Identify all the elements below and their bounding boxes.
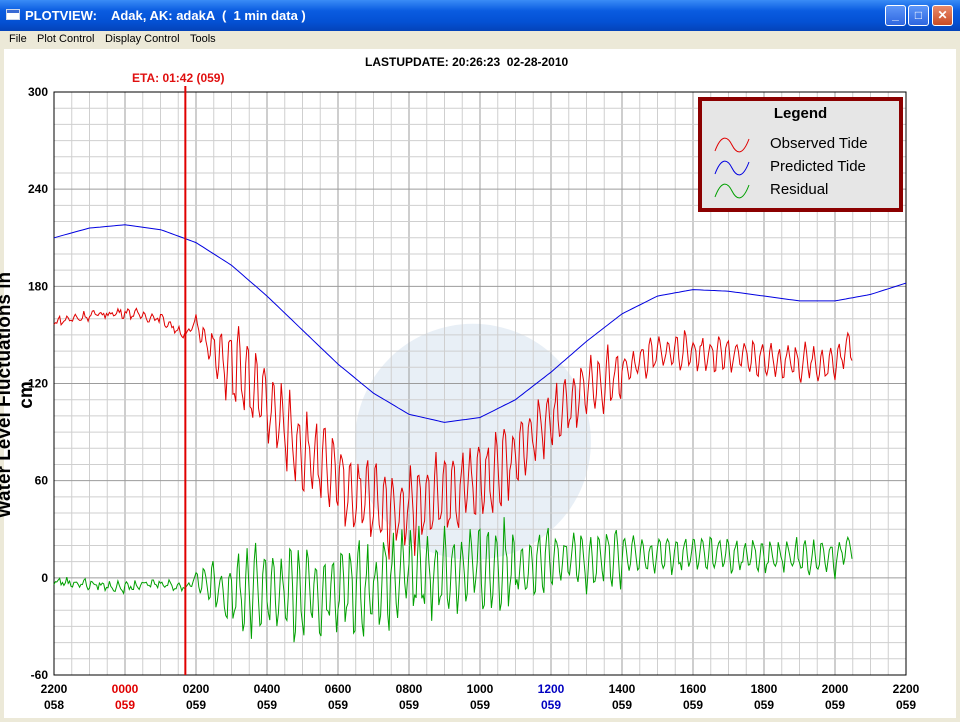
y-tick-label: 180 [28, 279, 48, 293]
x-tick-day: 059 [541, 698, 561, 712]
x-tick-time: 1800 [751, 682, 778, 696]
y-tick-label: 120 [28, 377, 48, 391]
x-tick-time: 2200 [41, 682, 68, 696]
x-tick-time: 1000 [467, 682, 494, 696]
x-tick-time: 0000 [112, 682, 139, 696]
predicted-legend-swatch [714, 160, 750, 176]
last-update-text: LASTUPDATE: 20:26:23 02-28-2010 [365, 55, 569, 69]
x-tick-day: 059 [257, 698, 277, 712]
x-tick-day: 059 [896, 698, 916, 712]
series-line-observed-tide [53, 307, 853, 560]
menu-tools[interactable]: Tools [190, 33, 216, 45]
close-button[interactable]: ✕ [932, 5, 953, 26]
noaa-watermark [354, 323, 591, 560]
legend-label-residual: Residual [770, 181, 829, 198]
minimize-button[interactable]: _ [885, 5, 906, 26]
window-title: PLOTVIEW: Adak, AK: adakA ( 1 min data ) [25, 8, 306, 23]
x-tick-time: 1400 [609, 682, 636, 696]
x-tick-day: 059 [470, 698, 490, 712]
x-tick-day: 059 [186, 698, 206, 712]
observed-legend-swatch [714, 137, 750, 153]
x-tick-time: 2200 [893, 682, 920, 696]
app-window-icon [6, 9, 20, 20]
x-tick-day: 059 [399, 698, 419, 712]
y-tick-label: 300 [28, 85, 48, 99]
x-tick-time: 2000 [822, 682, 849, 696]
x-tick-time: 1600 [680, 682, 707, 696]
x-tick-day: 059 [825, 698, 845, 712]
series-line-predicted-tide [53, 224, 907, 423]
legend-title: Legend [773, 105, 828, 122]
y-tick-label: 60 [35, 474, 49, 488]
x-tick-day: 059 [115, 698, 135, 712]
x-tick-day: 059 [612, 698, 632, 712]
y-tick-label: 0 [41, 571, 48, 585]
maximize-button[interactable]: □ [908, 5, 929, 26]
x-tick-time: 1200 [538, 682, 565, 696]
x-tick-day: 058 [44, 698, 64, 712]
menu-plot-control[interactable]: Plot Control [37, 33, 95, 45]
menu-file[interactable]: File [9, 33, 27, 45]
x-tick-day: 059 [328, 698, 348, 712]
x-tick-time: 0800 [396, 682, 423, 696]
y-tick-label: -60 [31, 668, 49, 682]
legend-label-observed: Observed Tide [770, 135, 868, 152]
x-tick-day: 059 [754, 698, 774, 712]
menu-bar: File Plot Control Display Control Tools [0, 31, 960, 49]
series-line-residual [53, 517, 853, 643]
eta-text: ETA: 01:42 (059) [132, 71, 225, 85]
menu-display-control[interactable]: Display Control [105, 33, 180, 45]
x-tick-time: 0200 [183, 682, 210, 696]
tide-chart: -60 0 60 120 180 240 300 2200 058 0000 059 0200 059 0… [28, 85, 920, 712]
x-tick-time: 0400 [254, 682, 281, 696]
legend-label-predicted: Predicted Tide [770, 158, 866, 175]
residual-legend-swatch [714, 183, 750, 199]
x-tick-day: 059 [683, 698, 703, 712]
y-tick-label: 240 [28, 182, 48, 196]
y-axis-label: Water Level Fluctuations in cm [0, 271, 37, 519]
legend-box: Legend Observed Tide Predicted Tide Resi… [698, 97, 903, 212]
x-tick-time: 0600 [325, 682, 352, 696]
window-titlebar[interactable]: PLOTVIEW: Adak, AK: adakA ( 1 min data )… [0, 0, 960, 31]
plot-frame [53, 91, 907, 676]
